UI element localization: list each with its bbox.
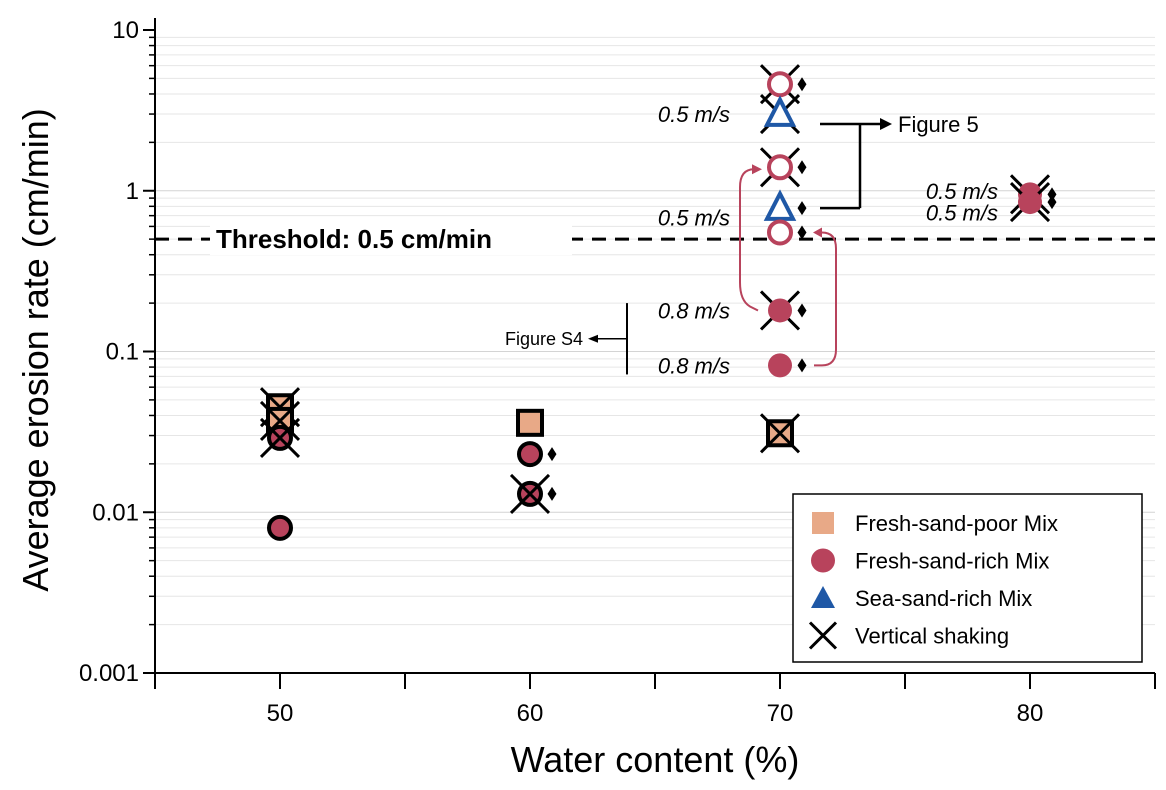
data-point xyxy=(759,64,807,105)
x-tick-label: 80 xyxy=(1017,700,1044,727)
circle-marker xyxy=(1018,190,1042,215)
y-tick-label: 1 xyxy=(126,178,139,205)
x-tick-label: 70 xyxy=(767,700,794,727)
legend-label: Fresh-sand-rich Mix xyxy=(855,549,1049,574)
circle-marker xyxy=(768,353,792,378)
triangle-marker xyxy=(763,189,797,221)
x-tick-label: 60 xyxy=(517,700,544,727)
x-tick-label: 50 xyxy=(267,700,294,727)
shaking-x-mark xyxy=(509,473,551,514)
connector-arrow-right-head xyxy=(813,227,822,238)
speed-label: 0.5 m/s xyxy=(926,179,998,204)
data-point xyxy=(759,413,801,454)
x-axis-title: Water content (%) xyxy=(511,739,800,780)
ticks: 0.001 0.01 0.1 1 10 50 60 70 80 xyxy=(79,17,1156,727)
diamond-marker xyxy=(1047,187,1057,202)
figure5-arrow-head xyxy=(880,118,892,131)
legend-box xyxy=(792,493,1143,663)
connector-arrow-right xyxy=(814,231,837,367)
figure5-bracket xyxy=(820,122,862,210)
circle-marker xyxy=(767,219,793,246)
legend-label: Vertical shaking xyxy=(855,624,1009,649)
data-point xyxy=(759,290,807,331)
data-point xyxy=(759,147,807,188)
diamond-marker xyxy=(797,225,807,240)
diamond-marker xyxy=(547,447,557,462)
data-point xyxy=(267,514,293,541)
circle-marker xyxy=(768,298,792,323)
diamond-marker xyxy=(1047,195,1057,210)
data-point xyxy=(509,473,557,514)
legend-label: Fresh-sand-poor Mix xyxy=(855,511,1058,536)
threshold-label: Threshold: 0.5 cm/min xyxy=(216,224,492,254)
diamond-marker xyxy=(797,201,807,216)
legend-triangle-marker xyxy=(811,586,835,608)
triangle-marker xyxy=(763,95,797,127)
data-point xyxy=(259,417,301,458)
shaking-x-mark xyxy=(259,417,301,458)
legend-circle-marker xyxy=(811,548,835,573)
figureS4-label: Figure S4 xyxy=(505,329,583,349)
connector-arrow-left xyxy=(739,168,759,312)
diamond-marker xyxy=(797,160,807,175)
threshold-label-bg xyxy=(210,223,572,256)
figure5-label: Figure 5 xyxy=(898,112,979,137)
threshold-line: Threshold: 0.5 cm/min xyxy=(155,223,1155,256)
circle-marker xyxy=(517,441,543,468)
diamond-marker xyxy=(797,358,807,373)
speed-label: 0.5 m/s xyxy=(658,102,730,127)
y-tick-label: 0.001 xyxy=(79,660,139,687)
y-tick-label: 10 xyxy=(112,17,139,44)
y-tick-label: 0.01 xyxy=(92,499,139,526)
circle-marker xyxy=(767,154,793,181)
y-tick-label: 0.1 xyxy=(106,339,139,366)
y-axis-title: Average erosion rate (cm/min) xyxy=(15,108,56,592)
data-point xyxy=(763,189,807,221)
diamond-marker xyxy=(797,77,807,92)
speed-label: 0.5 m/s xyxy=(926,201,998,226)
diamond-marker xyxy=(797,303,807,318)
diamond-marker xyxy=(547,486,557,501)
legend-label: Sea-sand-rich Mix xyxy=(855,586,1032,611)
speed-label: 0.5 m/s xyxy=(658,206,730,231)
annotations: 0.5 m/s0.5 m/s0.8 m/s0.8 m/s0.5 m/s0.5 m… xyxy=(505,102,998,378)
data-point xyxy=(516,408,544,437)
figureS4-arrow-head xyxy=(588,334,598,343)
data-point xyxy=(759,93,801,135)
speed-label: 0.8 m/s xyxy=(658,298,730,323)
circle-marker xyxy=(767,71,793,98)
data-point xyxy=(517,441,557,468)
square-marker xyxy=(516,408,544,437)
legend-square-marker xyxy=(812,512,834,534)
data-point xyxy=(1009,182,1057,223)
connector-arrow-left-head xyxy=(752,164,762,175)
speed-label: 0.8 m/s xyxy=(658,353,730,378)
circle-marker xyxy=(267,514,293,541)
shaking-x-mark xyxy=(759,413,801,454)
legend-x-marker xyxy=(808,621,838,650)
shaking-x-mark xyxy=(259,400,301,441)
legend: Fresh-sand-poor Mix Fresh-sand-rich Mix Se… xyxy=(792,493,1143,663)
data-point xyxy=(768,353,807,378)
data-points xyxy=(259,64,1057,541)
data-point xyxy=(767,219,807,246)
